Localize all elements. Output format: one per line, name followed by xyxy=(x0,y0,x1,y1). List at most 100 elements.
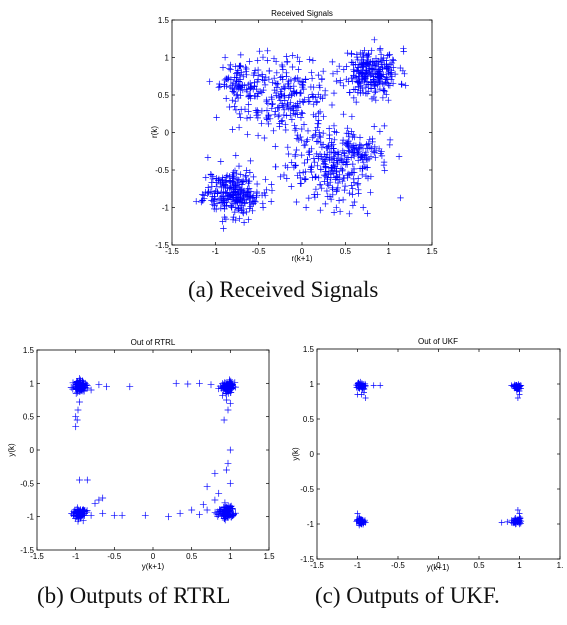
y-tick-label: 1.5 xyxy=(23,346,35,355)
scatter-point xyxy=(512,382,519,389)
y-tick-label: -1.5 xyxy=(155,241,169,250)
scatter-point xyxy=(331,149,338,156)
scatter-point xyxy=(385,97,392,104)
caption-outputs-rtrl: (b) Outputs of RTRL xyxy=(37,583,231,608)
scatter-point xyxy=(259,204,267,211)
scatter-point xyxy=(240,205,247,213)
scatter-point xyxy=(516,391,523,398)
scatter-point xyxy=(226,185,233,192)
scatter-point xyxy=(70,508,78,515)
scatter-point xyxy=(226,103,233,111)
scatter-point xyxy=(244,131,251,138)
scatter-point xyxy=(377,150,384,157)
scatter-point xyxy=(299,110,306,117)
scatter-point xyxy=(278,73,286,80)
scatter-point xyxy=(308,75,316,82)
scatter-point xyxy=(233,77,240,84)
x-tick-label: -0.5 xyxy=(252,247,266,256)
scatter-point xyxy=(357,154,364,161)
scatter-point xyxy=(246,169,254,176)
scatter-point xyxy=(232,152,239,159)
scatter-point xyxy=(291,127,299,134)
scatter-point xyxy=(228,383,236,391)
scatter-point xyxy=(371,123,378,130)
scatter-point xyxy=(314,138,322,145)
scatter-point xyxy=(303,138,310,145)
scatter-point xyxy=(381,167,388,174)
scatter-point xyxy=(333,68,341,75)
scatter-point xyxy=(76,476,83,484)
scatter-point xyxy=(306,98,313,105)
scatter-point xyxy=(356,165,364,172)
scatter-point xyxy=(312,173,319,181)
scatter-point xyxy=(231,89,238,96)
scatter-point xyxy=(295,136,302,143)
scatter-point xyxy=(320,130,327,137)
chart-out-of-rtrl-svg: Out of RTRL y(k+1) y(k) -1.5 -1 -0.5 0 0.5 1 1… xyxy=(7,338,275,571)
scatter-point xyxy=(339,166,346,173)
scatter-point xyxy=(250,71,257,79)
scatter-point xyxy=(279,66,287,73)
scatter-point xyxy=(319,156,327,163)
scatter-point xyxy=(377,71,384,79)
plot-frame xyxy=(316,348,561,560)
scatter-point xyxy=(357,520,364,527)
scatter-point xyxy=(372,147,380,154)
scatter-point xyxy=(272,143,279,150)
scatter-point xyxy=(110,511,118,519)
scatter-point xyxy=(344,170,352,178)
scatter-point xyxy=(76,398,83,406)
scatter-point xyxy=(277,74,284,81)
scatter-point xyxy=(247,84,254,92)
scatter-point xyxy=(367,189,374,196)
scatter-point xyxy=(341,182,349,190)
scatter-point xyxy=(359,89,367,96)
scatter-point xyxy=(232,182,239,190)
scatter-point xyxy=(329,164,337,172)
scatter-point xyxy=(216,506,223,514)
scatter-point xyxy=(326,156,333,164)
x-tick-label: 1 xyxy=(228,552,233,561)
scatter-point xyxy=(226,479,234,487)
scatter-point xyxy=(362,382,369,389)
scatter-point xyxy=(375,68,382,76)
scatter-point xyxy=(339,196,347,204)
scatter-point xyxy=(215,84,222,91)
scatter-point xyxy=(213,179,220,186)
scatter-point xyxy=(327,196,335,203)
scatter-point xyxy=(298,125,305,133)
scatter-point xyxy=(312,186,320,193)
scatter-point xyxy=(357,82,365,89)
scatter-point xyxy=(226,446,234,454)
scatter-point xyxy=(320,68,327,75)
scatter-point xyxy=(184,380,192,388)
scatter-point xyxy=(72,380,80,388)
scatter-point xyxy=(282,126,289,134)
scatter-point xyxy=(313,138,320,145)
scatter-point xyxy=(215,511,222,518)
scatter-point xyxy=(83,476,91,484)
scatter-point xyxy=(313,99,320,106)
scatter-point xyxy=(226,193,234,200)
scatter-point xyxy=(374,81,381,89)
scatter-point xyxy=(224,189,231,196)
scatter-point xyxy=(237,171,244,178)
scatter-point xyxy=(165,513,172,521)
scatter-point xyxy=(328,101,336,109)
scatter-point xyxy=(363,154,370,161)
scatter-point xyxy=(384,65,391,73)
scatter-point xyxy=(358,521,365,527)
scatter-point xyxy=(364,210,371,217)
scatter-point xyxy=(231,103,238,110)
scatter-point xyxy=(243,208,250,216)
x-tick-label: 1 xyxy=(386,247,391,256)
scatter-point xyxy=(512,515,519,521)
scatter-point xyxy=(256,48,263,55)
scatter-point xyxy=(318,143,326,151)
scatter-point xyxy=(78,385,86,393)
scatter-point xyxy=(362,151,369,158)
scatter-point xyxy=(371,83,379,90)
x-tick-label: 1.5 xyxy=(263,552,275,561)
scatter-point xyxy=(355,175,362,182)
scatter-point xyxy=(208,197,215,204)
